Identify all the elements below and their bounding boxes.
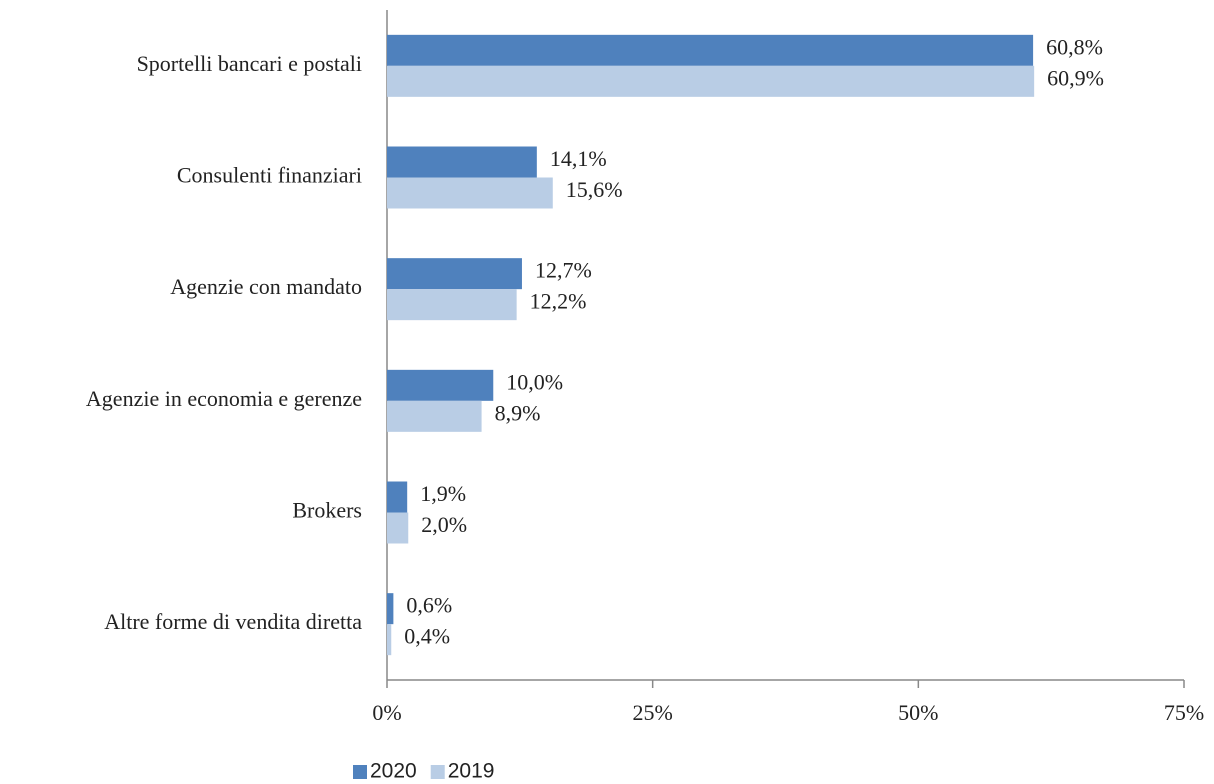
legend-label: 2020 [370,760,417,783]
x-tick-label: 50% [898,700,938,725]
bar [387,624,392,656]
bar [387,289,517,321]
bar [387,34,1034,66]
bar [387,481,408,513]
y-tick-label: Consulenti finanziari [177,163,362,188]
bar [387,177,553,209]
bar [387,369,494,401]
y-tick-label: Altre forme di vendita diretta [104,609,362,634]
value-label: 12,7% [535,258,592,283]
y-tick-label: Sportelli bancari e postali [137,51,362,76]
value-label: 1,9% [420,481,466,506]
x-tick-label: 0% [372,700,401,725]
bar [387,65,1035,97]
y-tick-label: Agenzie in economia e gerenze [86,386,362,411]
x-tick-label: 25% [633,700,673,725]
legend-swatch [353,765,367,779]
value-label: 12,2% [530,289,587,314]
y-tick-label: Agenzie con mandato [170,274,362,299]
y-tick-label: Brokers [292,498,362,523]
value-label: 10,0% [506,369,563,394]
value-label: 60,8% [1046,34,1103,59]
bar [387,400,482,432]
value-label: 2,0% [421,512,467,537]
x-tick-label: 75% [1164,700,1204,725]
legend-swatch [430,765,445,779]
bar [387,258,522,290]
bar [387,512,409,544]
legend-label: 2019 [448,760,495,783]
bar [387,146,537,178]
value-label: 0,6% [406,593,452,618]
bar [387,593,394,625]
value-label: 8,9% [495,400,541,425]
value-label: 0,4% [404,624,450,649]
value-label: 14,1% [550,146,607,171]
value-label: 15,6% [566,177,623,202]
value-label: 60,9% [1047,65,1104,90]
